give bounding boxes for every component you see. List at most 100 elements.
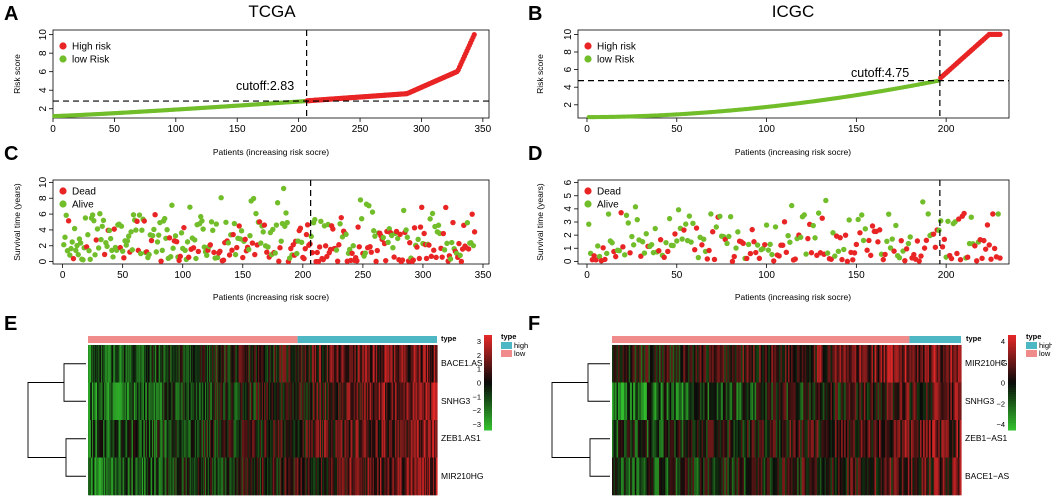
heatmap-cell	[289, 420, 292, 458]
heatmap-cell	[868, 345, 871, 383]
heatmap-cell	[133, 457, 136, 496]
heatmap-cell	[882, 382, 885, 421]
heatmap-cell	[127, 382, 130, 421]
alive-point	[106, 227, 113, 234]
heatmap-cell	[209, 345, 211, 383]
heatmap-cell	[733, 345, 736, 383]
heatmap-cell	[406, 382, 409, 421]
heatmap-cell	[176, 457, 179, 496]
heatmap-cell	[428, 382, 431, 421]
heatmap-cell	[753, 457, 756, 496]
heatmap-cell	[874, 457, 877, 496]
heatmap-cell	[957, 457, 961, 496]
heatmap-cell	[405, 457, 408, 496]
heatmap-cell	[636, 457, 639, 496]
dendrogram-branch	[65, 438, 86, 477]
dead-point	[176, 257, 182, 264]
heatmap-cell	[669, 420, 672, 458]
heatmap-cell	[157, 420, 159, 458]
heatmap-cell	[236, 457, 239, 496]
heatmap-cell	[130, 345, 133, 383]
heatmap-cell	[938, 345, 941, 383]
heatmap-cell	[154, 457, 156, 496]
heatmap-cell	[781, 420, 785, 458]
heatmap-cell	[258, 345, 261, 383]
dead-point	[972, 243, 978, 249]
heatmap-cell	[123, 345, 126, 383]
heatmap-cell	[727, 457, 730, 496]
heatmap-cell	[368, 382, 371, 421]
x-tick-label: 200	[938, 124, 955, 135]
heatmap-cell	[111, 420, 114, 458]
heatmap-cell	[217, 382, 219, 421]
heatmap-cell	[640, 382, 643, 421]
heatmap-cell	[654, 382, 657, 421]
heatmap-cell	[750, 345, 753, 383]
panel-b-points	[586, 31, 1003, 120]
heatmap-row	[88, 420, 438, 458]
heatmap-cell	[253, 420, 256, 458]
heatmap-cell	[111, 457, 114, 496]
scale-step	[1008, 401, 1016, 405]
heatmap-cell	[777, 345, 780, 383]
heatmap-cell	[851, 345, 854, 383]
heatmap-cell	[407, 382, 410, 421]
heatmap-cell	[865, 382, 868, 421]
heatmap-cell	[383, 382, 385, 421]
heatmap-cell	[780, 457, 783, 496]
heatmap-cell	[132, 420, 135, 458]
heatmap-cell	[427, 457, 430, 496]
heatmap-cell	[923, 457, 926, 496]
heatmap-cell	[339, 345, 341, 383]
heatmap-cell	[780, 420, 783, 458]
heatmap-cell	[352, 382, 355, 421]
heatmap-cell	[382, 457, 384, 496]
heatmap-cell	[380, 382, 382, 421]
heatmap-cell	[141, 382, 144, 421]
heatmap-cell	[347, 345, 350, 383]
heatmap-cell	[712, 345, 715, 383]
heatmap-cell	[359, 345, 362, 383]
heatmap-cell	[923, 382, 926, 421]
scale-step	[484, 346, 492, 350]
heatmap-cell	[99, 420, 101, 458]
heatmap-cell	[305, 420, 308, 458]
x-tick-label: 0	[50, 124, 56, 135]
heatmap-cell	[115, 420, 118, 458]
heatmap-cell	[765, 420, 768, 458]
panel-f-legend-title: type	[1026, 332, 1041, 341]
heatmap-cell	[248, 457, 251, 496]
heatmap-cell	[812, 420, 815, 458]
panel-f-annotation-bar	[612, 336, 961, 343]
heatmap-cell	[371, 420, 374, 458]
heatmap-cell	[853, 382, 856, 421]
heatmap-cell	[218, 457, 220, 496]
heatmap-cell	[698, 420, 701, 458]
heatmap-cell	[803, 457, 806, 496]
heatmap-cell	[418, 345, 421, 383]
heatmap-cell	[715, 457, 718, 496]
heatmap-cell	[403, 457, 406, 496]
heatmap-cell	[358, 457, 361, 496]
heatmap-cell	[615, 457, 618, 496]
heatmap-cell	[747, 457, 750, 496]
heatmap-cell	[898, 382, 901, 421]
heatmap-cell	[822, 382, 826, 421]
dead-point	[195, 248, 202, 255]
alive-point	[823, 197, 829, 204]
heatmap-cell	[695, 457, 698, 496]
heatmap-cell	[385, 420, 387, 458]
heatmap-cell	[163, 457, 165, 496]
scale-tick-label: −1	[472, 392, 481, 401]
heatmap-cell	[414, 457, 417, 496]
heatmap-cell	[850, 457, 853, 496]
dead-point	[297, 225, 304, 231]
heatmap-cell	[166, 457, 168, 496]
alive-point	[82, 215, 89, 221]
scale-step	[1008, 354, 1016, 357]
alive-point	[767, 241, 773, 248]
heatmap-cell	[104, 457, 106, 496]
heatmap-cell	[681, 457, 684, 496]
heatmap-cell	[431, 382, 434, 421]
